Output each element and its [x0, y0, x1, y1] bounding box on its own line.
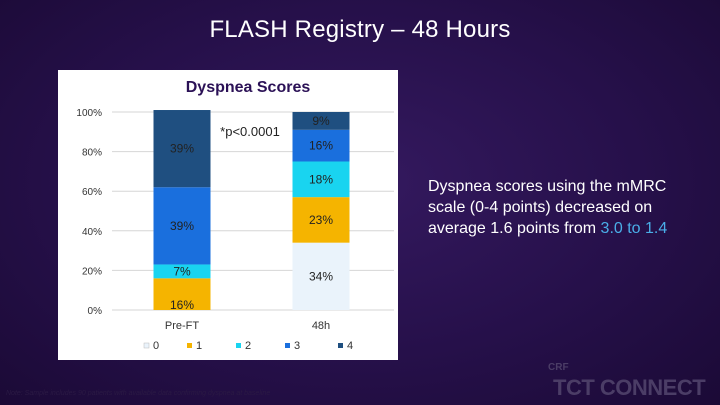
y-tick-label: 20%: [82, 266, 102, 277]
chart-panel: Dyspnea Scores 0% 20% 40% 60% 80% 100% 16% 7% 39…: [58, 70, 398, 360]
data-label: 9%: [312, 114, 330, 128]
legend-swatch: [143, 342, 150, 349]
chart-title: Dyspnea Scores: [185, 79, 311, 96]
data-label: 34%: [309, 269, 333, 283]
legend-label: 0: [153, 340, 159, 352]
y-tick-label: 60%: [82, 187, 102, 198]
y-tick-label: 100%: [76, 108, 102, 119]
x-tick-label: Pre-FT: [165, 320, 200, 332]
summary-text-main: Dyspnea scores using the mMRC scale (0-4…: [428, 178, 667, 237]
crf-logo-text: CRF: [548, 362, 569, 373]
legend-label: 3: [294, 340, 300, 352]
bar-segment: [292, 197, 350, 243]
summary-text: Dyspnea scores using the mMRC scale (0-4…: [428, 176, 680, 239]
bar-segment: [153, 278, 211, 310]
data-label: 16%: [309, 139, 333, 153]
bar-segment: [292, 161, 350, 198]
slide-title: FLASH Registry – 48 Hours: [209, 16, 511, 43]
bar-segment: [292, 112, 350, 130]
y-tick-label: 0%: [88, 306, 103, 317]
legend-swatch: [285, 343, 290, 348]
legend-label: 2: [245, 340, 251, 352]
summary-highlight: 3.0 to 1.4: [600, 220, 668, 237]
legend-label: 1: [196, 340, 202, 352]
legend-label: 4: [347, 340, 353, 352]
footnote: Note: Sample includes 90 patients with a…: [6, 390, 271, 397]
data-label: 39%: [170, 219, 194, 233]
data-label: 18%: [309, 172, 333, 186]
x-tick-label: 48h: [312, 320, 330, 332]
significance-annotation: *p<0.0001: [220, 124, 280, 139]
data-label: 16%: [170, 298, 194, 312]
bar-segment: [153, 264, 211, 279]
legend-swatch: [338, 343, 343, 348]
legend-swatch: [236, 343, 241, 348]
data-label: 39%: [170, 142, 194, 156]
tct-connect-logo: TCT CONNECT: [553, 375, 706, 400]
bar-segment: [153, 187, 211, 265]
data-label: 7%: [173, 264, 191, 278]
y-tick-label: 40%: [82, 227, 102, 238]
data-label: 23%: [309, 213, 333, 227]
y-tick-label: 80%: [82, 148, 102, 159]
stacked-bar-chart: 0%20%40%60%80%100%16%7%39%39%Pre-FT34%23…: [76, 108, 394, 352]
bar-segment: [153, 110, 211, 188]
bar-segment: [292, 242, 350, 310]
bar-segment: [292, 129, 350, 162]
legend-swatch: [187, 343, 192, 348]
